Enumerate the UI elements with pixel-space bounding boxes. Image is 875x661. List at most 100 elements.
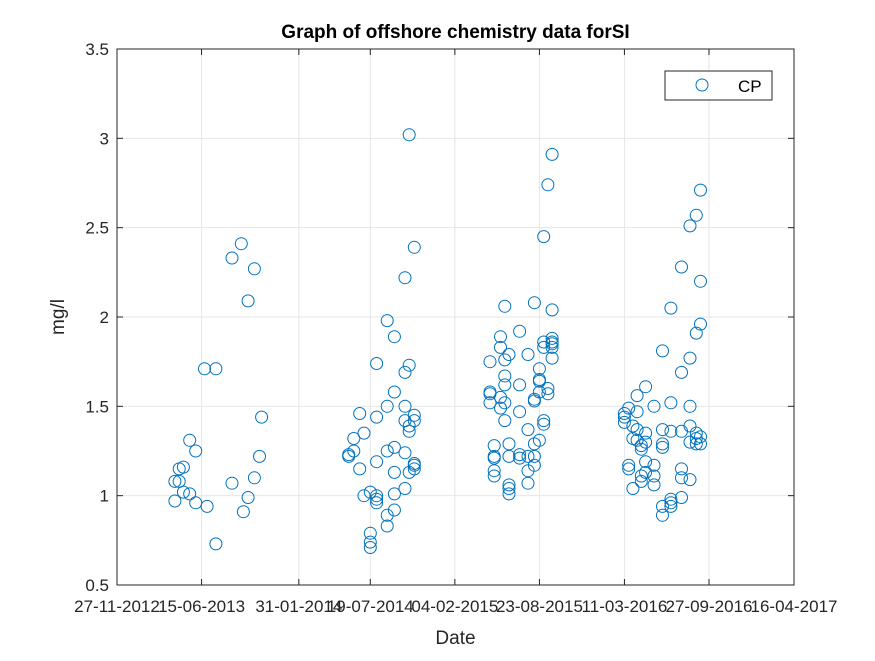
data-point-cp [683,435,697,449]
data-point-cp [630,423,644,437]
data-point-cp [527,458,541,472]
data-point-cp [370,492,384,506]
x-tick-label: 27-11-2012 [74,597,160,616]
data-point-cp [236,505,250,519]
data-point-cp [694,437,707,451]
data-point-cp [694,274,707,288]
data-point-cp [664,301,678,315]
data-point-cp [387,440,401,454]
data-point-cp [694,430,707,444]
data-point-cp [483,355,497,369]
data-point-cp [689,437,703,451]
data-points [168,128,707,554]
data-point-cp [498,378,512,392]
data-point-cp [647,458,661,472]
data-point-cp [689,208,703,222]
data-point-cp [532,433,546,447]
data-point-cp [683,399,697,413]
data-point-cp [521,348,535,361]
data-point-cp [675,260,688,274]
data-point-cp [498,299,512,313]
data-point-cp [527,449,541,463]
data-point-cp [363,535,377,549]
data-point-cp [363,526,377,540]
data-point-cp [255,410,269,424]
x-tick-label: 19-07-2014 [327,597,414,616]
data-point-cp [407,458,421,472]
data-point-cp [656,437,669,451]
data-point-cp [521,423,535,437]
data-point-cp [634,469,648,483]
data-point-cp [502,482,516,495]
data-point-cp [639,435,653,449]
data-point-cp [656,344,669,358]
data-point-cp [537,414,551,428]
data-point-cp [347,432,361,445]
y-tick-label: 2 [100,308,109,327]
data-point-cp [626,482,640,495]
data-point-cp [656,423,669,437]
data-point-cp [502,487,516,501]
data-point-cp [189,444,203,458]
data-point-cp [253,449,266,463]
data-point-cp [634,474,648,488]
data-point-cp [209,537,223,551]
data-point-cp [532,385,546,399]
data-point-cp [502,348,516,361]
y-tick-label: 1 [100,487,109,506]
data-point-cp [675,471,688,485]
data-point-cp [398,482,412,495]
data-point-cp [630,389,644,403]
data-point-cp [387,465,401,479]
data-point-cp [537,417,551,431]
data-point-cp [502,449,516,463]
y-axis-label: mg/l [48,299,69,335]
data-point-cp [241,294,255,308]
x-tick-label: 16-04-2017 [751,597,838,616]
data-point-cp [664,424,678,438]
data-point-cp [247,471,261,485]
x-tick-label: 31-01-2014 [255,597,342,616]
data-point-cp [494,330,507,344]
data-point-cp [545,337,559,351]
legend: CP [664,70,773,101]
data-point-cp [407,462,421,476]
data-point-cp [483,396,497,410]
data-point-cp [402,358,416,372]
data-point-cp [502,478,516,492]
data-point-cp [357,489,371,503]
data-point-cp [521,449,535,463]
data-point-cp [241,491,255,504]
data-point-cp [545,331,559,345]
data-point-cp [234,237,248,251]
data-point-cp [183,487,197,501]
data-point-cp [200,499,214,513]
data-point-cp [407,408,421,422]
data-point-cp [647,399,661,413]
data-point-cp [639,465,653,479]
data-point-cp [387,487,401,501]
data-point-cp [176,460,190,474]
data-point-cp [498,414,512,428]
data-point-cp [545,340,559,354]
data-point-cp [527,296,541,310]
data-point-cp [634,442,648,456]
data-point-cp [380,519,394,533]
data-point-cp [675,491,688,504]
data-point-cp [513,451,527,465]
data-point-cp [656,508,669,522]
data-point-cp [541,382,555,395]
data-point-cp [342,449,356,463]
data-point-cp [387,330,401,344]
legend-entry-cp: CP [738,77,762,96]
data-point-cp [664,396,678,410]
y-tick-label: 2.5 [85,219,109,238]
data-point-cp [513,405,527,419]
legend-box [664,70,773,101]
y-tick-label: 1.5 [85,397,109,416]
data-point-cp [639,455,653,469]
data-point-cp [513,448,527,462]
